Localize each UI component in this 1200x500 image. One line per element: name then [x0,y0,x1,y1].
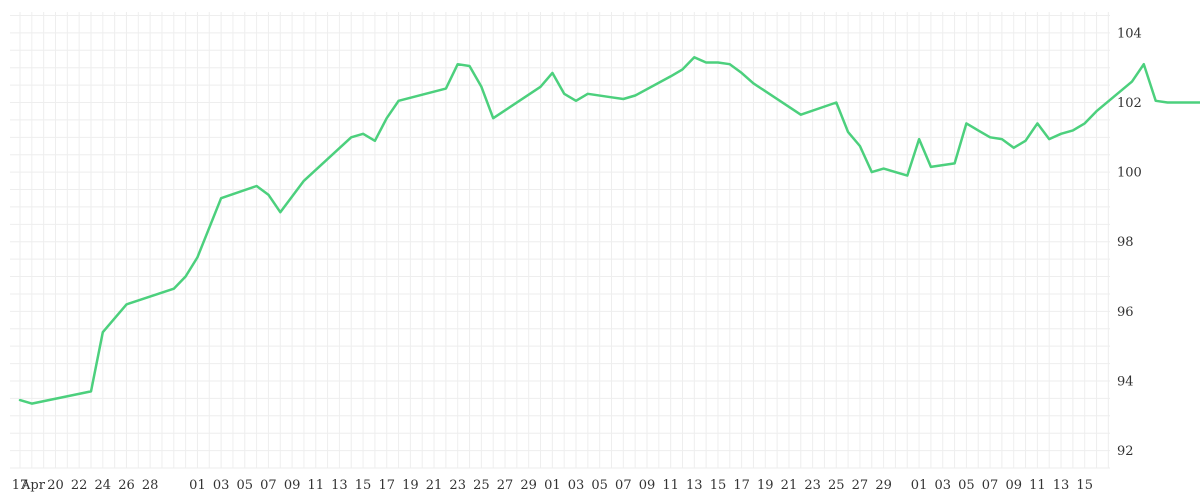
x-tick-label: 01 [544,478,561,493]
x-tick-label: 13 [331,478,348,493]
x-tick-label: 27 [852,478,869,493]
x-tick-label: 07 [615,478,632,493]
x-tick-label: 23 [804,478,821,493]
x-tick-label: 01 [189,478,206,493]
x-tick-label: 19 [402,478,419,493]
x-tick-label: 11 [662,478,679,493]
x-tick-label: 24 [95,478,112,493]
series-line [18,56,1200,405]
x-tick-label: 11 [307,478,324,493]
x-tick-label: 09 [284,478,301,493]
x-tick-label: 09 [1005,478,1022,493]
x-tick-label: 29 [520,478,537,493]
x-tick-label: 03 [934,478,951,493]
x-tick-label: 27 [497,478,514,493]
x-tick-label: 13 [1053,478,1070,493]
x-tick-label: 22 [71,478,88,493]
x-tick-label: 21 [781,478,798,493]
x-tick-label: 05 [958,478,975,493]
x-tick-label: 03 [568,478,585,493]
x-tick-label: 25 [473,478,490,493]
x-tick-label: 03 [213,478,230,493]
y-tick-label: 92 [1117,444,1134,459]
x-tick-label: 17 [733,478,750,493]
x-tick-label: 09 [639,478,656,493]
x-tick-label: 23 [449,478,466,493]
y-tick-label: 98 [1117,235,1134,250]
x-tick-label: 05 [591,478,608,493]
x-tick-label: 21 [426,478,443,493]
x-tick-label: 15 [1076,478,1093,493]
x-tick-label: 29 [875,478,892,493]
y-tick-label: 94 [1117,374,1134,389]
series-layer [18,56,1200,405]
x-tick-label: 25 [828,478,845,493]
x-tick-label: 28 [142,478,159,493]
x-tick-label: 20 [47,478,64,493]
x-tick-label: 26 [118,478,135,493]
x-tick-label: 07 [982,478,999,493]
x-tick-label: 15 [355,478,372,493]
y-tick-label: 96 [1117,305,1134,320]
x-tick-label: 11 [1029,478,1046,493]
x-tick-label: 13 [686,478,703,493]
x-tick-label: 17 [378,478,395,493]
x-tick-label: 17 [12,478,29,493]
y-tick-label: 104 [1117,26,1142,41]
x-tick-label: 01 [911,478,928,493]
x-tick-label: Apr [20,478,46,493]
y-tick-label: 102 [1117,96,1142,111]
x-tick-label: 07 [260,478,277,493]
x-tick-label: 15 [710,478,727,493]
x-tick-label: 05 [236,478,253,493]
y-axis: 92 94 96 98 100 102 104 [1117,26,1142,459]
grid-layer [10,12,1110,469]
x-tick-label: 19 [757,478,774,493]
y-tick-label: 100 [1117,166,1142,181]
